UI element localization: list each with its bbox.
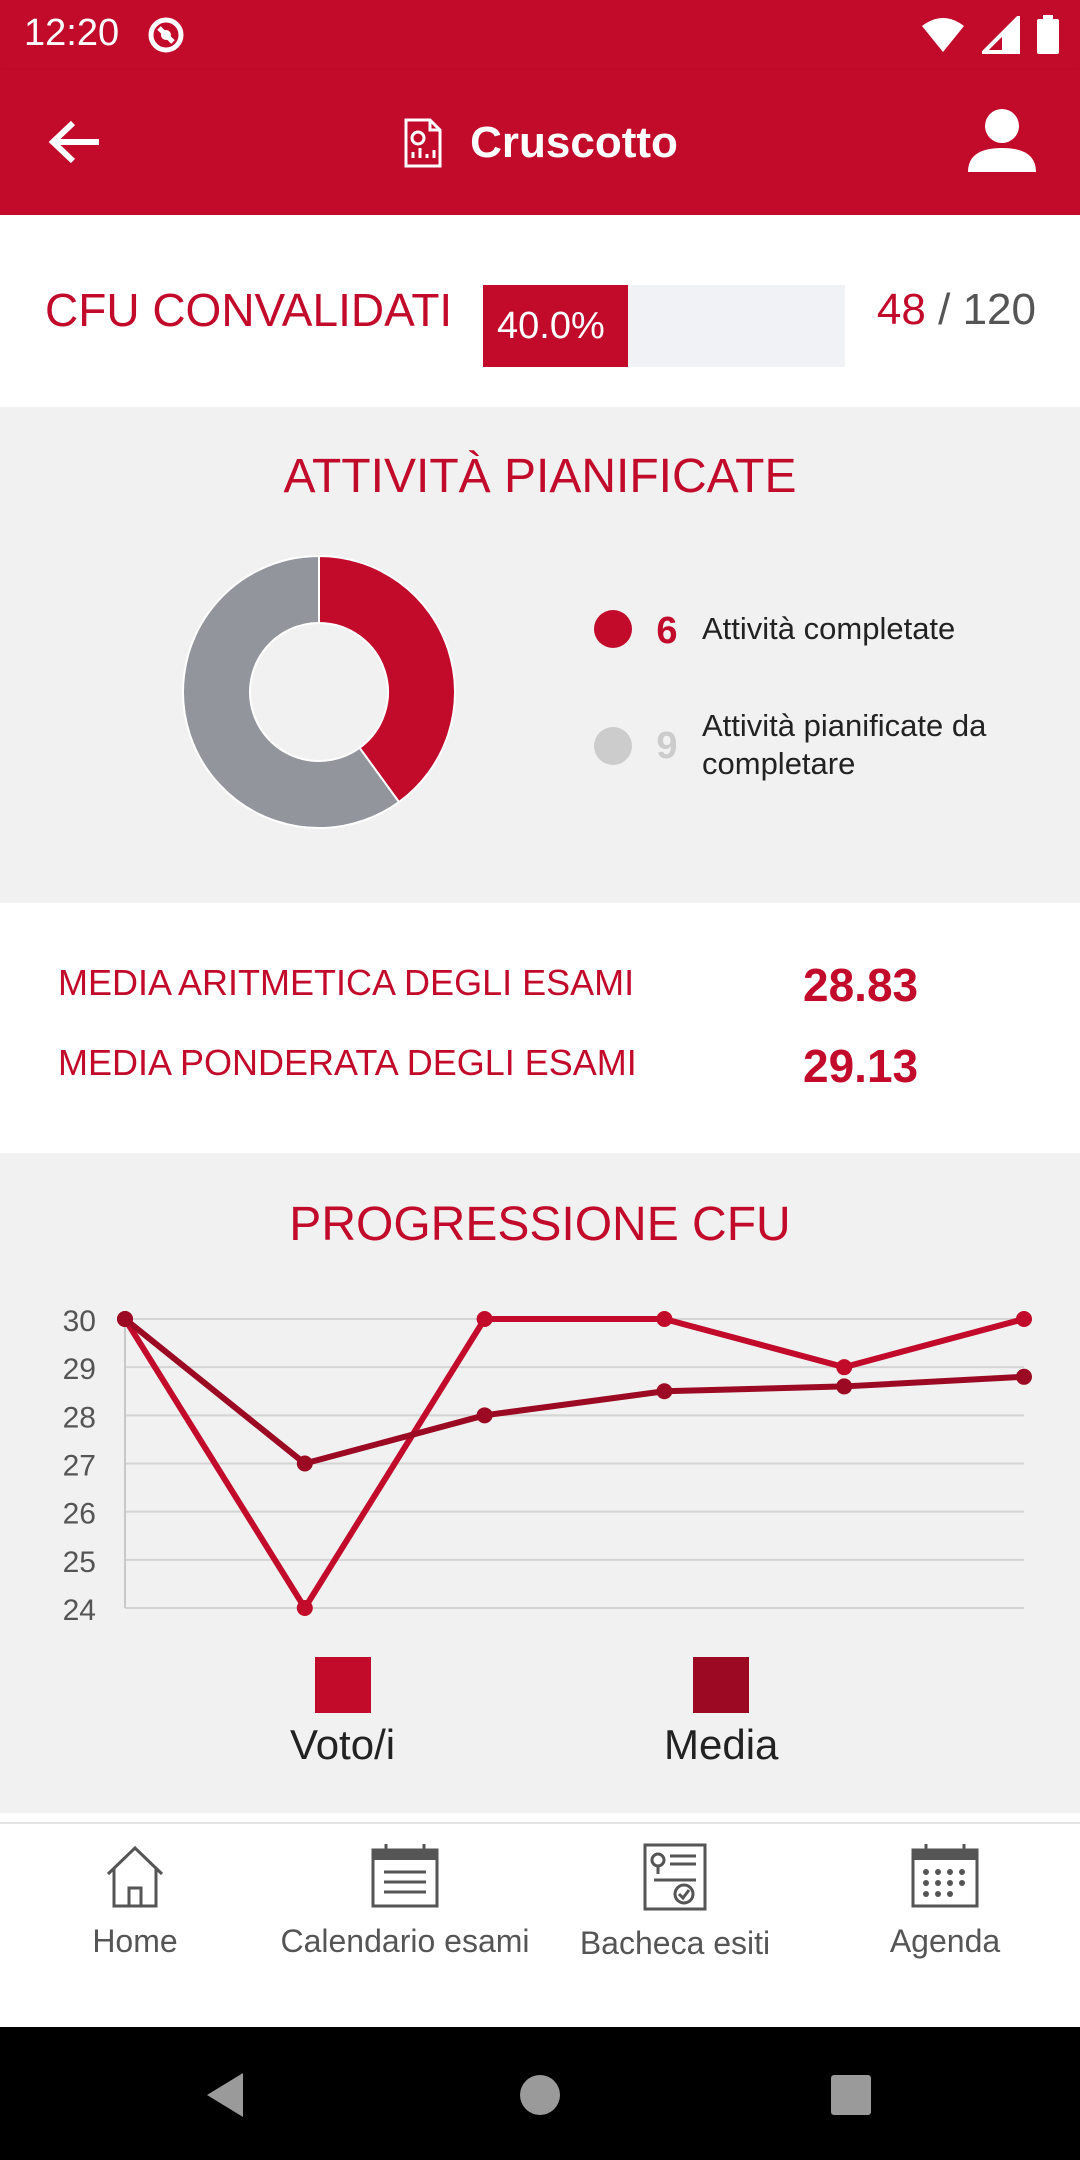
series-line-1 [123, 1316, 1025, 1467]
progressione-section: PROGRESSIONE CFU 30 29 28 27 26 25 24 Voto/i M… [0, 1153, 1080, 1813]
nav-home-label: Home [92, 1923, 178, 1959]
app-bar-title-group: Cruscotto [0, 70, 1080, 215]
chart-legend-media: Media [664, 1657, 778, 1769]
bottom-navigation: Home Calendario esami Bacheca esiti [0, 1822, 1080, 2027]
nav-calendario-label: Calendario esami [280, 1923, 530, 1959]
nav-bacheca-esiti[interactable]: Bacheca esiti [540, 1842, 810, 1963]
y-tick-label: 24 [63, 1594, 96, 1627]
media-ponderata-value: 29.13 [803, 1040, 919, 1092]
cfu-count: 48 / 120 [877, 285, 1036, 335]
noticeboard-icon [643, 1843, 707, 1911]
series-point-0 [656, 1311, 673, 1327]
page-title: Cruscotto [470, 117, 678, 167]
media-aritmetica-value: 28.83 [803, 959, 919, 1011]
nav-home-icon[interactable] [518, 2073, 562, 2117]
back-arrow-icon [48, 120, 99, 164]
chart-legend-voto: Voto/i [290, 1657, 395, 1769]
completed-count: 6 [656, 610, 678, 652]
status-time: 12:20 [24, 12, 120, 54]
media-ponderata-label: MEDIA PONDERATA DEGLI ESAMI [58, 1042, 637, 1083]
legend-dot-planned [594, 727, 632, 765]
legend-swatch-media [693, 1657, 750, 1713]
calendar-list-icon [371, 1844, 439, 1908]
series-point-0 [1016, 1311, 1032, 1327]
legend-swatch-voto [314, 1657, 371, 1713]
attivita-section: ATTIVITÀ PIANIFICATE 6 Attività completa… [0, 407, 1080, 903]
series-point-0 [836, 1359, 853, 1376]
signal-icon [982, 16, 1020, 54]
nav-calendario-esami[interactable]: Calendario esami [270, 1842, 540, 1961]
wifi-icon [922, 18, 964, 52]
legend-label-voto: Voto/i [290, 1721, 396, 1768]
y-tick-label: 29 [63, 1353, 96, 1386]
cfu-total: 120 [962, 285, 1036, 334]
legend-dot-completed [594, 610, 632, 648]
completed-label: Attività completate [702, 611, 956, 646]
legend-planned: 9 Attività pianificate da completare [594, 707, 1042, 783]
donut-segment-planned [182, 554, 401, 829]
system-navigation-bar [0, 2027, 1080, 2160]
series-point-0 [476, 1311, 493, 1327]
series-point-1 [296, 1455, 313, 1472]
attivita-title: ATTIVITÀ PIANIFICATE [283, 450, 797, 503]
battery-icon [1037, 15, 1059, 54]
nav-home[interactable]: Home [0, 1842, 270, 1961]
app-bar: Cruscotto [0, 70, 1080, 215]
cfu-progress-bar: 40.0% [483, 285, 845, 367]
cfu-separator: / [938, 285, 951, 334]
planned-count: 9 [656, 725, 678, 767]
cfu-percent: 40.0% [497, 304, 605, 347]
series-point-1 [117, 1311, 133, 1327]
home-icon [106, 1845, 164, 1908]
status-bar: 12:20 [0, 0, 1080, 70]
back-button[interactable] [40, 112, 110, 172]
nav-agenda-label: Agenda [889, 1923, 1001, 1959]
cfu-convalidati-row: CFU CONVALIDATI 40.0% 48 / 120 [0, 215, 1080, 407]
series-line-0 [122, 1316, 1025, 1611]
series-point-1 [476, 1407, 493, 1424]
cfu-progress-fill: 40.0% [483, 285, 628, 367]
nav-agenda[interactable]: Agenda [810, 1842, 1080, 1961]
series-point-0 [296, 1600, 313, 1616]
series-point-1 [836, 1378, 853, 1395]
cfu-done: 48 [876, 285, 926, 334]
nav-bacheca-label: Bacheca esiti [579, 1925, 771, 1961]
y-tick-label: 25 [63, 1546, 96, 1579]
agenda-icon [911, 1844, 979, 1908]
profile-icon[interactable] [962, 102, 1042, 182]
series-point-1 [1016, 1368, 1032, 1385]
attivita-donut-chart [182, 554, 456, 829]
donut-segment-completed [318, 554, 456, 804]
y-tick-label: 28 [63, 1401, 96, 1434]
legend-label-media: Media [664, 1721, 779, 1768]
series-point-1 [656, 1383, 673, 1400]
report-icon [404, 118, 442, 167]
planned-label: Attività pianificate da completare [702, 708, 987, 781]
nav-recents-icon[interactable] [829, 2073, 873, 2117]
y-tick-label: 26 [63, 1498, 96, 1531]
progressione-title: PROGRESSIONE CFU [289, 1198, 791, 1251]
y-tick-label: 27 [63, 1450, 96, 1483]
progressione-line-chart: 30 29 28 27 26 25 24 [63, 1305, 1032, 1627]
cfu-label: CFU CONVALIDATI [45, 284, 453, 336]
nav-back-icon[interactable] [203, 2071, 247, 2119]
legend-completed: 6 Attività completate [594, 610, 1042, 653]
media-aritmetica-label: MEDIA ARITMETICA DEGLI ESAMI [58, 962, 635, 1003]
y-tick-label: 30 [63, 1305, 96, 1338]
medie-section: MEDIA ARITMETICA DEGLI ESAMI 28.83 MEDIA… [0, 903, 1080, 1153]
radio-icon [148, 17, 184, 53]
